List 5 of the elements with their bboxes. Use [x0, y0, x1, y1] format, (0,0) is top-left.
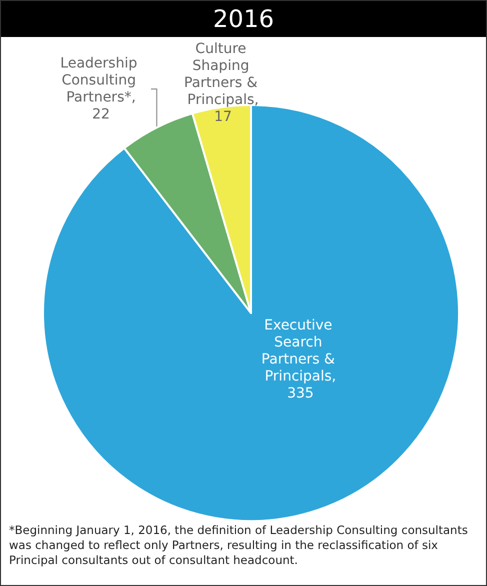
slice-label: Culture Shaping Partners & Principals, 17 — [184, 41, 262, 125]
text: *Beginning January 1, 2016, the definition of Leadership Consulting consultants was changed to reflect only Partners, resulting in the reclassification of six Principal consultants out of consultant headcount. — [8, 523, 469, 568]
chart-title: 2016 — [1, 1, 486, 37]
slice-label: Executive Search Partners & Principals, 335 — [261, 317, 340, 402]
slice-label: Leadership Consulting Partners*, 22 — [60, 56, 142, 122]
